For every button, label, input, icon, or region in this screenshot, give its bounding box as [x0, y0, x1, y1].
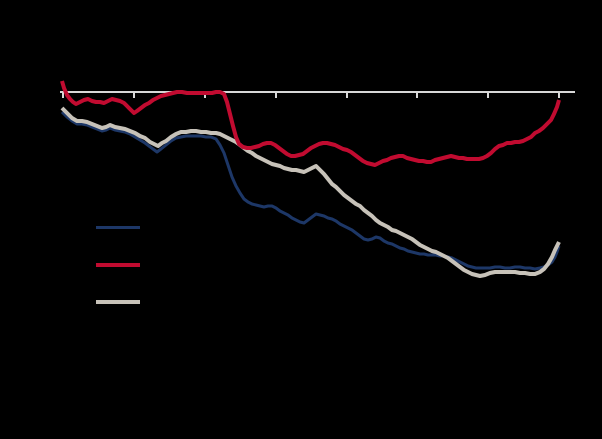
- legend-swatch-gray: [96, 300, 140, 304]
- x-axis: [60, 91, 575, 98]
- series-line-gray: [60, 106, 561, 278]
- series-lines: [60, 80, 561, 278]
- legend-swatch-red: [96, 263, 140, 267]
- series-line-red: [60, 80, 561, 167]
- legend-swatch-blue: [96, 226, 140, 229]
- legend: [96, 226, 140, 304]
- series-line-blue: [60, 110, 561, 271]
